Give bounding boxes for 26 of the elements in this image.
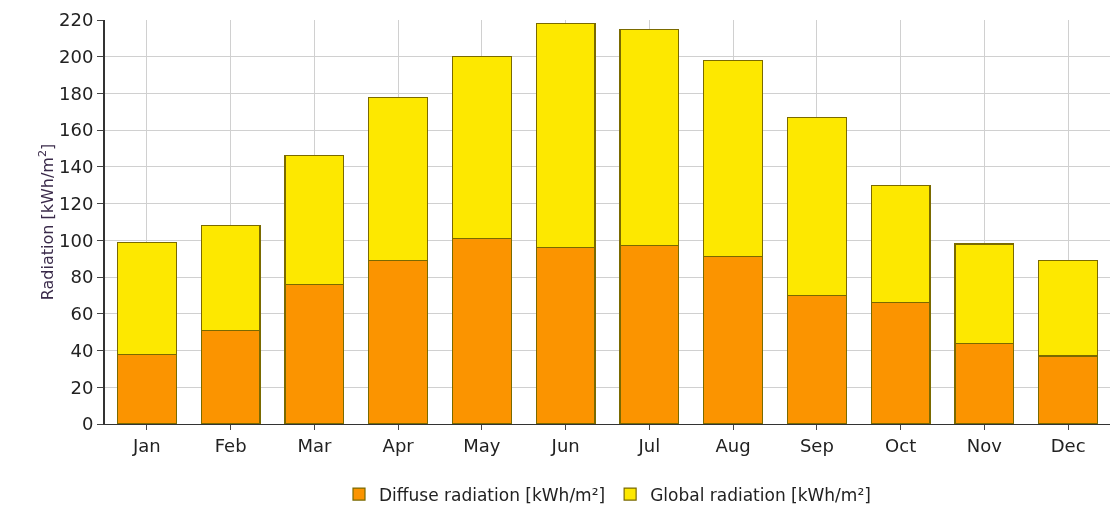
y-tick-label: 200 — [59, 46, 94, 68]
y-tick-label: 220 — [59, 9, 94, 31]
x-tick-label: Dec — [1050, 434, 1086, 456]
y-tick-label: 80 — [70, 266, 94, 288]
y-tick-label: 60 — [70, 303, 94, 325]
y-tick-label: 20 — [70, 376, 94, 398]
legend-label: Global radiation [kWh/m²] — [650, 484, 871, 505]
x-tick-label: Jun — [550, 434, 580, 456]
x-tick-label: May — [463, 434, 501, 456]
x-tick-label: Nov — [966, 434, 1003, 456]
x-tick-label: Apr — [382, 434, 415, 456]
x-tick-label: Sep — [799, 434, 834, 456]
y-tick-label: 100 — [59, 229, 94, 251]
x-tick-label: Aug — [715, 434, 751, 456]
y-tick-label: 180 — [59, 82, 94, 104]
y-tick-label: 0 — [81, 413, 94, 435]
x-tick-label: Jan — [132, 434, 161, 456]
y-tick-label: 40 — [70, 339, 94, 361]
y-tick-label: 160 — [59, 119, 94, 141]
x-tick-label: Feb — [214, 434, 247, 456]
legend-label: Diffuse radiation [kWh/m²] — [379, 484, 606, 505]
x-tick-label: Mar — [297, 434, 332, 456]
x-tick-label: Oct — [885, 434, 917, 456]
y-tick-label: 120 — [59, 192, 94, 214]
x-tick-label: Jul — [637, 434, 661, 456]
y-tick-label: 140 — [59, 156, 94, 178]
